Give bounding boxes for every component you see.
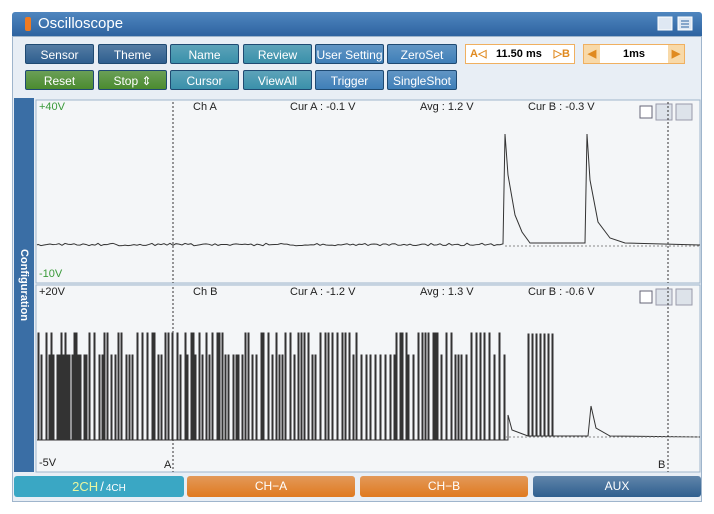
cursor-delta: 11.50 ms xyxy=(496,48,542,60)
cursor-a-label: A◁ xyxy=(470,48,487,60)
window-controls[interactable] xyxy=(656,15,696,33)
channel-count: 2CH xyxy=(72,479,99,494)
timebase-dec[interactable]: ◀ xyxy=(584,45,600,63)
channel-tab[interactable]: CH−B xyxy=(360,476,528,497)
toolbar-button[interactable]: ViewAll xyxy=(243,70,312,90)
toolbar-button[interactable]: Trigger xyxy=(315,70,384,90)
cursor-readout: A◁ 11.50 ms ▷B xyxy=(465,44,575,64)
window-title: Oscilloscope xyxy=(38,15,124,32)
toolbar-button[interactable]: Cursor xyxy=(170,70,239,90)
channel-count: / xyxy=(100,479,104,494)
timebase-value: 1ms xyxy=(622,48,646,60)
channel-count: 4CH xyxy=(105,483,126,494)
toolbar-button[interactable]: SingleShot xyxy=(387,70,457,90)
toolbar-button[interactable]: User Setting xyxy=(315,44,384,64)
channel-tab[interactable]: CH−A xyxy=(187,476,355,497)
toolbar-button[interactable]: Name xyxy=(170,44,239,64)
toolbar-button[interactable]: Stop ⇕ xyxy=(98,70,167,90)
main-frame xyxy=(12,36,702,502)
toolbar-button[interactable]: Theme xyxy=(98,44,167,64)
toolbar-button[interactable]: Sensor xyxy=(25,44,94,64)
configuration-tab[interactable]: Configuration xyxy=(14,98,34,472)
cursor-b-label: ▷B xyxy=(553,48,570,60)
configuration-label: Configuration xyxy=(18,248,30,322)
title-bar: Oscilloscope xyxy=(12,12,702,36)
timebase-control[interactable]: ◀ 1ms ▶ xyxy=(583,44,685,64)
toolbar-button[interactable]: Reset xyxy=(25,70,94,90)
toolbar-button[interactable]: Review xyxy=(243,44,312,64)
timebase-inc[interactable]: ▶ xyxy=(668,45,684,63)
channel-count-tab[interactable]: 2CH/4CH xyxy=(14,476,184,497)
title-icon xyxy=(25,17,31,31)
toolbar-button[interactable]: ZeroSet xyxy=(387,44,457,64)
channel-tab[interactable]: AUX xyxy=(533,476,701,497)
